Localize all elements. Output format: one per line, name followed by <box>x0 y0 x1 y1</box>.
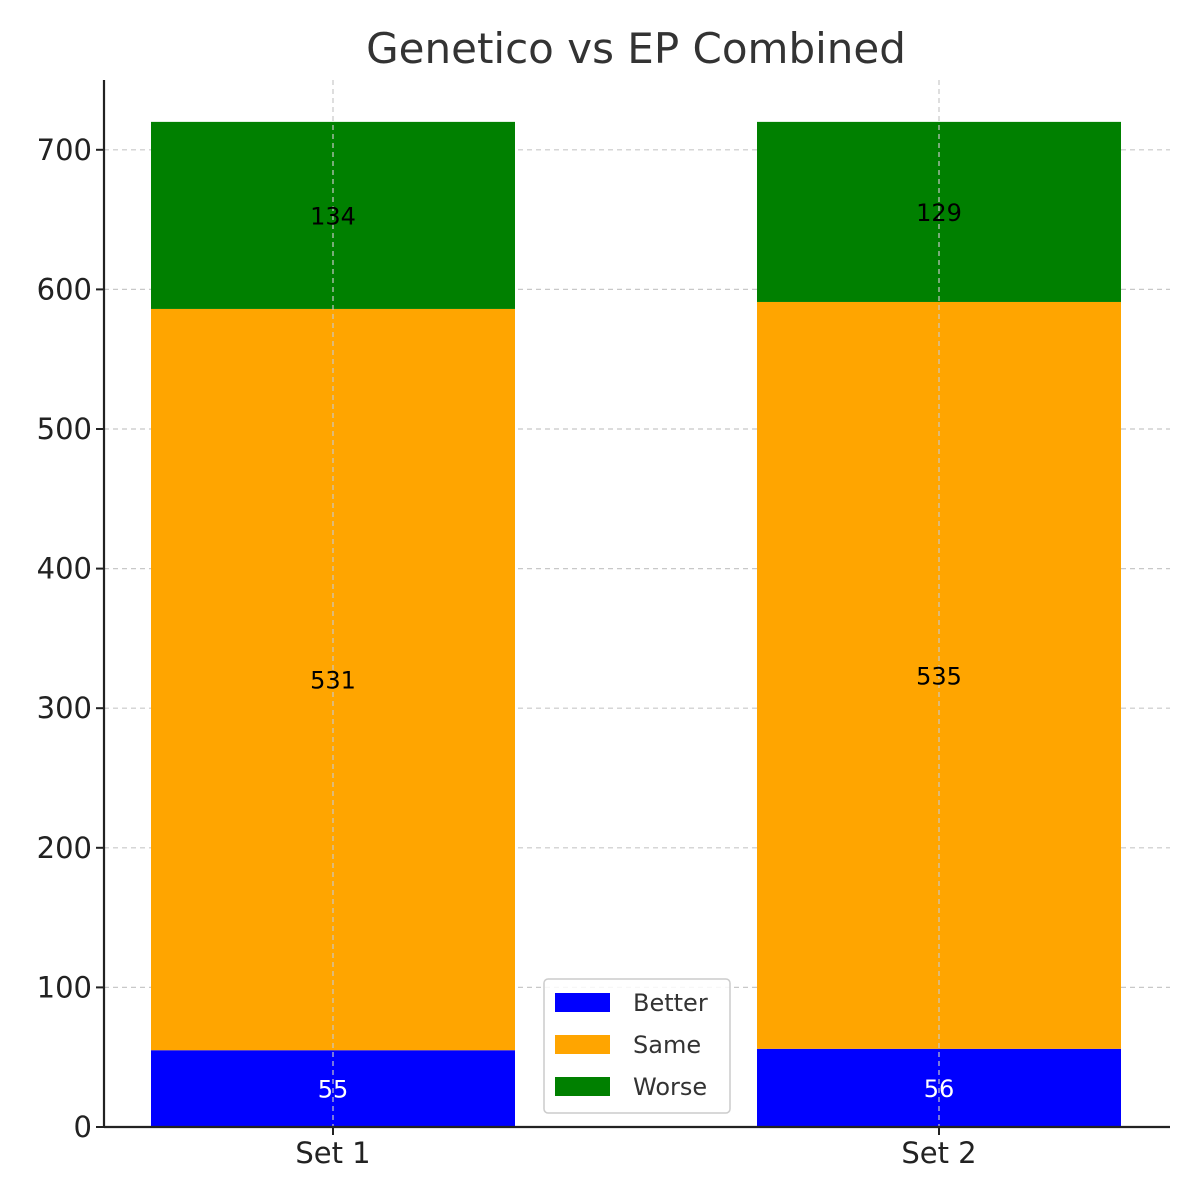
bar-value-label: 531 <box>310 667 356 695</box>
bars <box>151 121 1121 1127</box>
y-tick-label: 200 <box>37 831 92 865</box>
bar-value-label: 129 <box>916 199 962 227</box>
axes <box>96 80 1170 1135</box>
y-tick-label: 600 <box>37 272 92 306</box>
y-tick-label: 0 <box>74 1110 92 1144</box>
y-tick-label: 700 <box>37 133 92 167</box>
y-tick-label: 500 <box>37 412 92 446</box>
y-tick-label: 100 <box>37 970 92 1004</box>
legend-swatch-same <box>555 1035 610 1054</box>
bar-value-label: 535 <box>916 662 962 690</box>
bar-value-label: 134 <box>310 202 356 230</box>
bar-value-label: 55 <box>318 1076 349 1104</box>
legend-swatch-better <box>555 993 610 1012</box>
bar-value-labels: 55 531 134 56 535 129 <box>310 199 962 1104</box>
legend: Better Same Worse <box>543 978 731 1114</box>
chart-title: Genetico vs EP Combined <box>366 24 906 73</box>
legend-label-same: Same <box>633 1031 701 1059</box>
bar-value-label: 56 <box>924 1075 955 1103</box>
legend-label-better: Better <box>633 989 708 1017</box>
vertical-grid-lines <box>332 80 940 1127</box>
tick-labels: 0 100 200 300 400 500 600 700 Set 1 Set 2 <box>37 133 977 1170</box>
y-tick-label: 400 <box>37 552 92 586</box>
legend-label-worse: Worse <box>633 1073 707 1101</box>
legend-swatch-worse <box>555 1077 610 1096</box>
y-tick-label: 300 <box>37 691 92 725</box>
x-tick-label: Set 1 <box>295 1136 370 1170</box>
x-tick-label: Set 2 <box>901 1136 976 1170</box>
